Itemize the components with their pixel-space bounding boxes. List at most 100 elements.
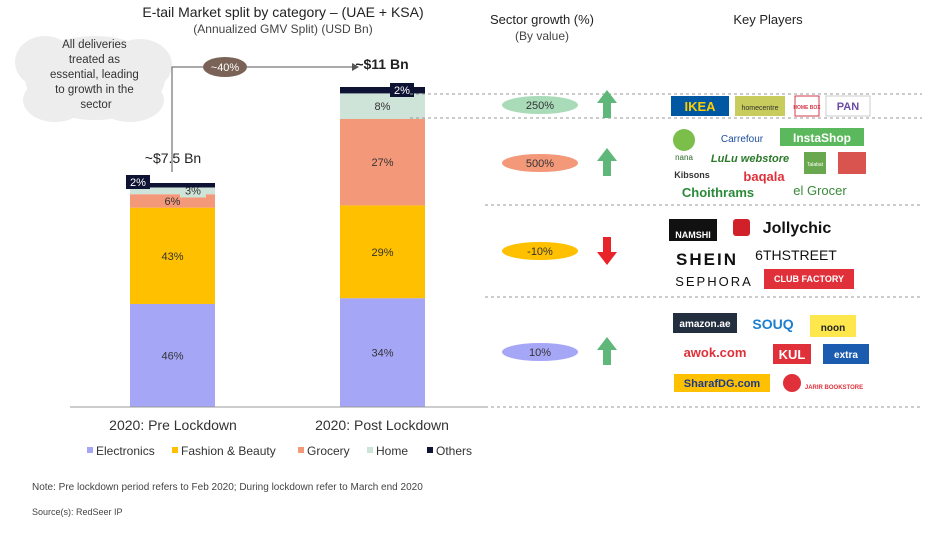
legend-swatch-others [427, 447, 433, 453]
cloud-line: sector [80, 99, 111, 111]
chart-subtitle: (Annualized GMV Split) (USD Bn) [193, 22, 372, 36]
logo-awok: awok.com [684, 345, 747, 360]
logo-namshi: NAMSHI [675, 230, 711, 240]
growth-pill-label: 10% [529, 347, 551, 359]
logo-noon: noon [821, 323, 845, 334]
bar-value-label: 2% [394, 85, 410, 97]
logo-lulu: LuLu webstore [711, 153, 789, 165]
arrow-up-icon [597, 148, 617, 176]
logo-nana: nana [675, 153, 693, 162]
legend-label: Grocery [307, 444, 350, 458]
logo-instashop: InstaShop [793, 131, 851, 145]
logo-choithrams: Choithrams [682, 185, 754, 200]
bar-value-label: 43% [161, 251, 183, 263]
cloud-line: to growth in the [55, 84, 134, 96]
bar-segment-electronics [130, 303, 215, 407]
cloud-line: All deliveries [62, 39, 127, 51]
logo-jollychic: Jollychic [763, 220, 832, 237]
logo-sharafdg-bg [674, 374, 770, 392]
others-label-box [126, 175, 150, 189]
logo-talabat: Talabat [807, 162, 824, 168]
bar-value-label: 6% [165, 196, 181, 208]
logo-namshi-bg [669, 219, 717, 241]
bar-value-label: 29% [371, 247, 393, 259]
logo-pan-bg [825, 95, 871, 117]
legend: Electronics Fashion & Beauty Grocery Hom… [87, 444, 472, 458]
x-tick-label: 2020: Post Lockdown [315, 417, 449, 433]
key-players-header: Key Players [733, 12, 803, 27]
logo-clubfactory-bg [764, 269, 854, 289]
dashed-guides [410, 93, 922, 408]
bar-value-label: 8% [375, 101, 391, 113]
growth-pill [502, 343, 578, 361]
logo-sharafdg: SharafDG.com [684, 378, 761, 390]
logo-homecentre: homecentre [742, 105, 779, 112]
svg-text:All deliveries treated a: All deliveries treated as essential, lea… [50, 39, 142, 111]
growth-connector-arrow [352, 63, 359, 71]
logo-talabat-bg [804, 152, 826, 174]
bar-total-label: ~$11 Bn [355, 56, 408, 72]
bars: 46%43%6%3%2%34%29%27%8%2% [126, 83, 425, 407]
bar-value-label: 46% [161, 350, 183, 362]
x-tick-label: 2020: Pre Lockdown [109, 417, 237, 433]
growth-pill [502, 96, 578, 114]
logo-jarir: JARIR BOOKSTORE [805, 385, 863, 391]
logo-elgrocer: el Grocer [793, 183, 847, 198]
logo-ikea-bg [671, 96, 729, 116]
growth-connector [171, 66, 352, 172]
bar-segment-others [340, 87, 425, 94]
arrow-up-icon [597, 337, 617, 365]
legend-label: Electronics [96, 444, 155, 458]
legend-swatch-home [367, 447, 373, 453]
logo-amazon: amazon.ae [679, 319, 731, 330]
bar-value-label: 3% [185, 185, 201, 197]
logo-shein: SHEIN [676, 250, 738, 269]
logo-baqala: baqala [743, 169, 785, 184]
growth-badge-label: ~40% [211, 62, 240, 74]
bar-segment-grocery [340, 119, 425, 206]
bar-value-label: 27% [371, 157, 393, 169]
bar-total-label: ~$7.5 Bn [145, 150, 201, 166]
growth-pill-label: 250% [526, 100, 554, 112]
legend-label: Others [436, 444, 472, 458]
bar-segment-fashion-beauty [340, 205, 425, 299]
legend-label: Home [376, 444, 408, 458]
source-note: Source(s): RedSeer IP [32, 507, 123, 517]
chart-title: E-tail Market split by category – (UAE +… [142, 4, 423, 20]
legend-swatch-electronics [87, 447, 93, 453]
growth-pill [502, 242, 578, 260]
bar-segment-fashion-beauty [130, 207, 215, 304]
logo-6thstreet: 6THSTREET [755, 247, 837, 263]
logo-extra: extra [834, 350, 858, 361]
logo-spar-bg [838, 152, 866, 174]
logo-ikea: IKEA [684, 99, 716, 114]
legend-swatch-fashion [172, 447, 178, 453]
legend-swatch-grocery [298, 447, 304, 453]
logo-homebox: HOME BOX [793, 105, 821, 111]
logo-amazon-bg [673, 313, 737, 333]
growth-pill-label: -10% [527, 246, 553, 258]
sector-growth-header: Sector growth (%) [490, 12, 594, 27]
bar-value-label: 2% [130, 177, 146, 189]
logo-sephora: SEPHORA [675, 274, 753, 289]
arrow-down-icon [597, 237, 617, 265]
bar-segment-home [340, 93, 425, 119]
growth-badge [203, 57, 247, 77]
logo-pan: PAN [837, 101, 859, 113]
bar-segment-electronics [340, 298, 425, 407]
cloud-line: treated as [69, 54, 120, 66]
logo-kul: KUL [779, 347, 806, 362]
logo-noon-bg [810, 315, 856, 337]
bar-value-label: 34% [371, 348, 393, 360]
growth-pill-label: 500% [526, 158, 554, 170]
cloud-callout: All deliveries treated as essential, lea… [15, 36, 172, 122]
logo-nana-icon [673, 129, 695, 151]
bar-segment-home [130, 187, 215, 195]
growth-pill [502, 154, 578, 172]
arrow-up-icon [597, 90, 617, 118]
key-players: IKEA homecentre HOME BOX PAN nana Carref… [669, 95, 871, 392]
logo-extra-bg [823, 344, 869, 364]
footnote: Note: Pre lockdown period refers to Feb … [32, 482, 423, 493]
bar-segment-grocery [130, 194, 215, 208]
